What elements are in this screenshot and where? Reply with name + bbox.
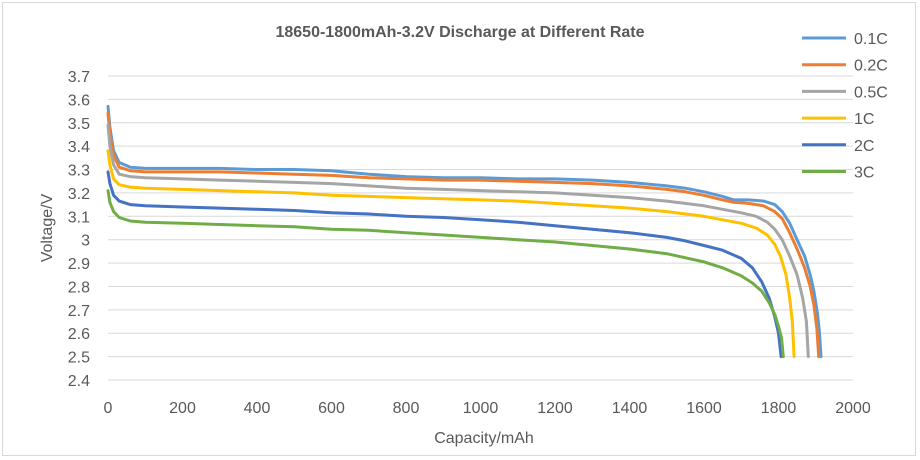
y-tick-label: 3.6 <box>68 92 90 109</box>
x-axis-title: Capacity/mAh <box>434 430 534 447</box>
legend-label: 0.2C <box>854 58 888 75</box>
x-axis-ticks: 0 200 400 600 800 1000 1200 1400 1600 1800 2000 <box>104 400 871 417</box>
y-tick-label: 3.7 <box>68 69 90 86</box>
x-tick-label: 1600 <box>686 400 722 417</box>
legend-label: 3C <box>854 165 874 182</box>
x-tick-label: 200 <box>169 400 196 417</box>
series-lines <box>106 104 823 359</box>
series-line-3c <box>106 189 785 359</box>
y-tick-label: 3.1 <box>68 209 90 226</box>
x-tick-label: 400 <box>244 400 271 417</box>
y-tick-label: 2.8 <box>68 279 90 296</box>
y-tick-label: 3.4 <box>68 139 90 156</box>
y-tick-label: 2.9 <box>68 256 90 273</box>
y-tick-label: 2.5 <box>68 350 90 367</box>
series-line-0-1c <box>106 104 823 359</box>
y-axis-ticks: 2.4 2.5 2.6 2.7 2.8 2.9 3 3.1 3.2 3.3 3.4 3.5 3.6 3.7 <box>68 69 90 390</box>
y-tick-label: 3.2 <box>68 186 90 203</box>
series-line-0-5c <box>106 123 810 359</box>
x-tick-label: 1800 <box>761 400 797 417</box>
x-tick-label: 1400 <box>612 400 648 417</box>
series-line-1c <box>106 149 796 359</box>
legend: 0.1C 0.2C 0.5C 1C 2C 3C <box>802 31 888 182</box>
legend-label: 0.5C <box>854 84 888 101</box>
x-tick-label: 600 <box>318 400 345 417</box>
x-tick-label: 2000 <box>835 400 871 417</box>
y-tick-label: 2.6 <box>68 326 90 343</box>
series-line-0-2c <box>106 111 821 359</box>
y-tick-label: 3.5 <box>68 116 90 133</box>
y-tick-label: 2.4 <box>68 373 90 390</box>
chart-title: 18650-1800mAh-3.2V Discharge at Differen… <box>275 24 644 41</box>
gridlines <box>108 75 853 381</box>
y-tick-label: 3.3 <box>68 163 90 180</box>
x-tick-label: 1000 <box>463 400 499 417</box>
legend-label: 1C <box>854 111 874 128</box>
y-axis-title: Voltage/V <box>39 193 56 262</box>
x-tick-label: 800 <box>393 400 420 417</box>
series-line-2c <box>106 170 783 359</box>
x-tick-label: 0 <box>104 400 113 417</box>
legend-label: 2C <box>854 138 874 155</box>
x-tick-label: 1200 <box>537 400 573 417</box>
legend-label: 0.1C <box>854 31 888 48</box>
y-tick-label: 3 <box>81 233 90 250</box>
y-tick-label: 2.7 <box>68 303 90 320</box>
